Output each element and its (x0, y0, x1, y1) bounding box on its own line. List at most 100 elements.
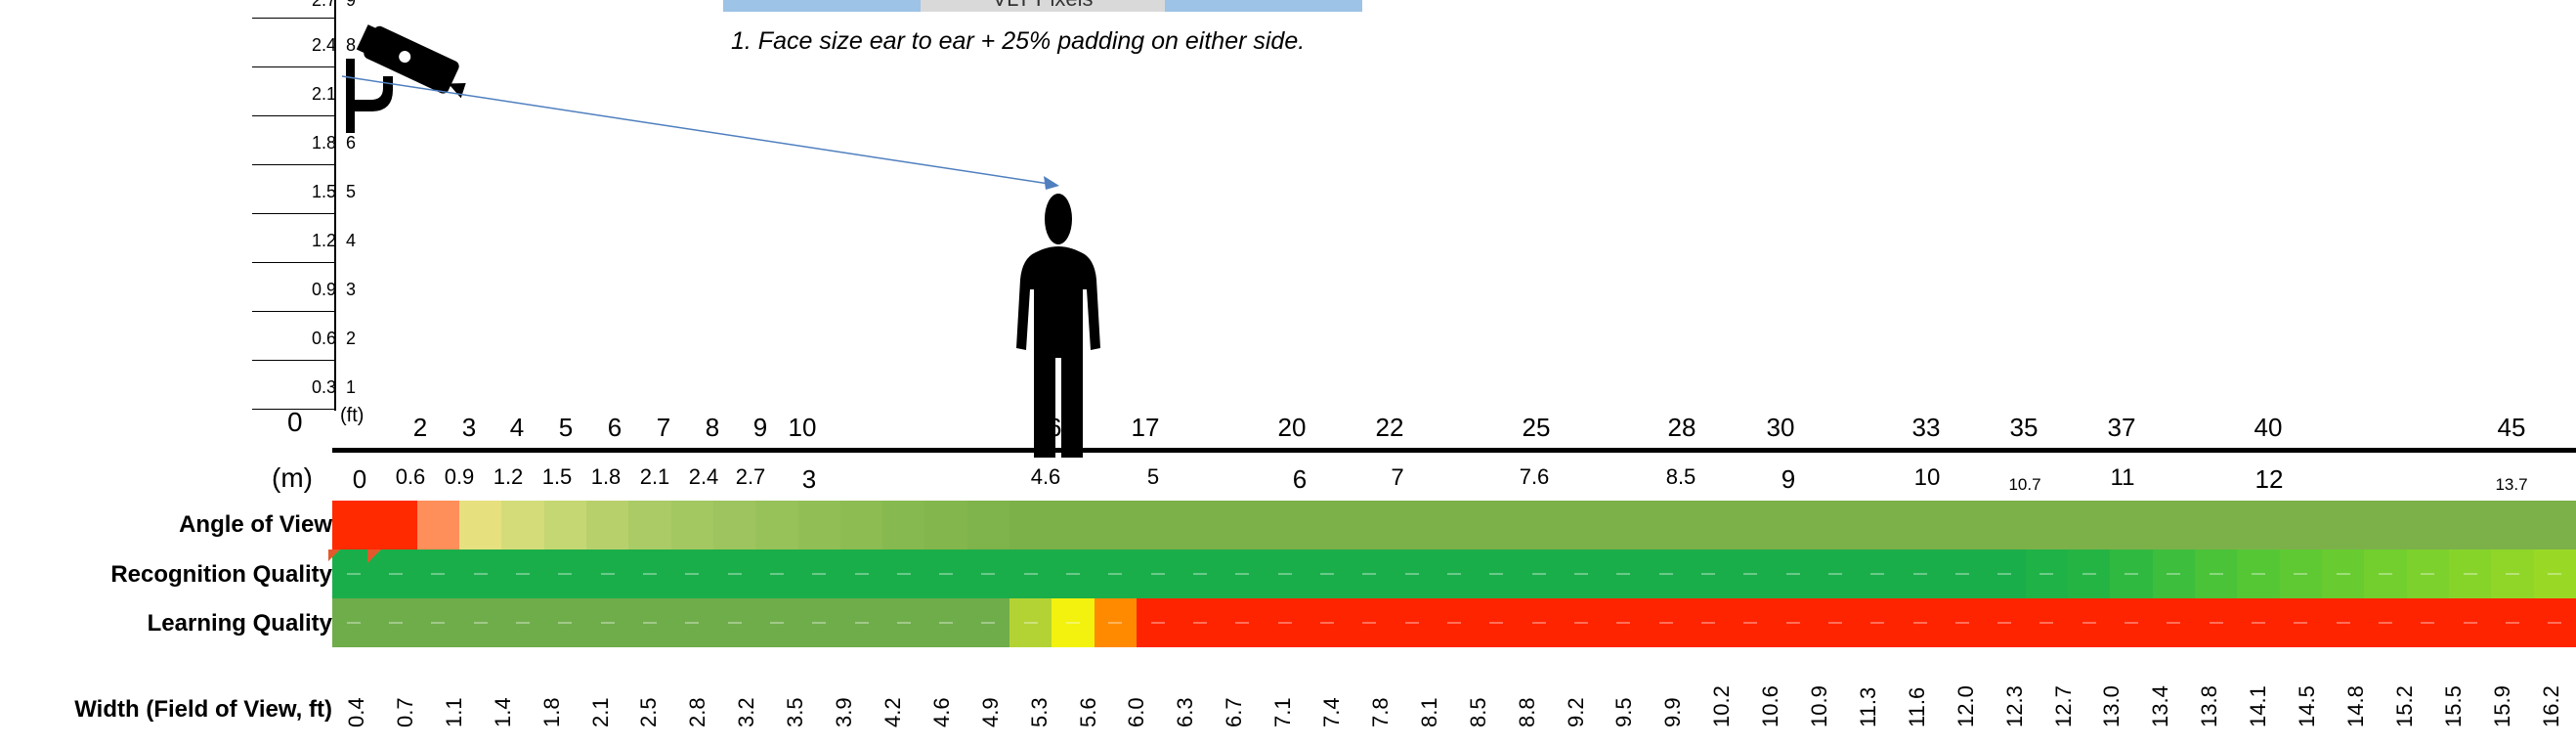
cell-dash (939, 573, 954, 575)
distance-m-tick: 8.5 (1665, 464, 1696, 489)
learning-quality-cell (1475, 598, 1519, 647)
width-value: 2.5 (636, 697, 662, 727)
angle-of-view-cell (2449, 501, 2492, 549)
cell-dash (685, 622, 700, 624)
sight-line-arrow (341, 75, 1059, 190)
cell-dash (1997, 573, 2012, 575)
recognition-quality-cell (1306, 549, 1350, 598)
width-value: 4.2 (880, 697, 905, 727)
width-value: 15.2 (2391, 685, 2417, 727)
learning-quality-cell (1221, 598, 1265, 647)
distance-m-tick: 7.6 (1519, 464, 1550, 489)
learning-quality-cell (2068, 598, 2112, 647)
cell-dash (1404, 573, 1419, 575)
cell-dash (1573, 622, 1588, 624)
learning-quality-cell (1983, 598, 2027, 647)
recognition-quality-cell (1983, 549, 2027, 598)
angle-of-view-cell (2406, 501, 2450, 549)
cell-dash (600, 573, 615, 575)
angle-of-view-cell (966, 501, 1010, 549)
angle-of-view-cell (1814, 501, 1858, 549)
angle-of-view-cell (670, 501, 714, 549)
cell-dash (1277, 622, 1292, 624)
width-value: 8.5 (1465, 697, 1490, 727)
recognition-quality-cell (1856, 549, 1900, 598)
recognition-quality-cell (1009, 549, 1053, 598)
width-value: 4.9 (977, 697, 1003, 727)
learning-quality-cell (1856, 598, 1900, 647)
distance-ft-tick: 4 (509, 413, 525, 442)
distance-m-tick: 9 (1781, 464, 1796, 494)
height-scale-gridline (252, 18, 336, 19)
cell-dash (558, 622, 573, 624)
cell-dash (1785, 573, 1800, 575)
height-scale-row: 1.8 6 (252, 117, 389, 166)
cell-dash (558, 573, 573, 575)
angle-of-view-cell (2237, 501, 2281, 549)
learning-quality-cell (458, 598, 502, 647)
recognition-quality-cell (2364, 549, 2408, 598)
distance-ft-tick: 8 (705, 413, 720, 442)
angle-of-view-cell (1433, 501, 1477, 549)
recognition-quality-cell (1137, 549, 1180, 598)
cell-dash (388, 622, 403, 624)
distance-ft-tick: 16 (1033, 413, 1062, 442)
height-m-value: 0.6 (311, 329, 336, 348)
height-scale-gridline (252, 262, 336, 263)
height-scale-row: 1.2 4 (252, 215, 389, 264)
cell-dash (727, 622, 742, 624)
cell-dash (854, 622, 869, 624)
learning-quality-cell (2364, 598, 2408, 647)
distance-ft-tick: 20 (1277, 413, 1307, 442)
height-scale: 2.7 9 2.482.171.861.551.240.930.620.31 0… (252, 0, 399, 437)
cell-dash (1320, 573, 1335, 575)
distance-ft-tick: 10 (788, 413, 817, 442)
learning-quality-cell (2449, 598, 2492, 647)
recognition-quality-cell (416, 549, 460, 598)
top-table-cell-left (723, 0, 921, 12)
height-scale-gridline (252, 66, 336, 67)
width-value: 9.9 (1660, 697, 1686, 727)
angle-of-view-cell (1009, 501, 1053, 549)
cell-dash (2209, 573, 2223, 575)
cell-dash (1700, 622, 1715, 624)
cell-dash (1827, 573, 1842, 575)
distance-m-tick: 2.4 (688, 464, 719, 489)
angle-of-view-cell (1306, 501, 1350, 549)
learning-quality-cell (2025, 598, 2069, 647)
distance-ft-tick: 40 (2254, 413, 2283, 442)
cell-dash (2125, 573, 2139, 575)
height-scale-gridline (252, 360, 336, 361)
learning-quality-cell (585, 598, 629, 647)
height-ft-value: 9 (346, 0, 357, 10)
width-value: 6.3 (1173, 697, 1198, 727)
cell-dash (2379, 573, 2393, 575)
recognition-quality-cell (501, 549, 545, 598)
distance-ft-tick: 2 (412, 413, 428, 442)
width-value: 5.3 (1026, 697, 1052, 727)
angle-of-view-cell (543, 501, 587, 549)
row-label-recognition-quality: Recognition Quality (110, 561, 332, 588)
width-value: 14.1 (2246, 685, 2271, 727)
height-m-value: 2.4 (311, 35, 336, 55)
angle-of-view-cell (2491, 501, 2535, 549)
recognition-quality-cell (1391, 549, 1434, 598)
recognition-quality-cell (797, 549, 841, 598)
angle-of-view-cell (1137, 501, 1180, 549)
angle-of-view-cell (2279, 501, 2323, 549)
angle-of-view-cell (712, 501, 756, 549)
row-label-width: Width (Field of View, ft) (74, 696, 332, 723)
cell-dash (2125, 622, 2139, 624)
distance-ft-tick: 7 (656, 413, 671, 442)
recognition-quality-cell (882, 549, 926, 598)
distance-m-tick: 0 (352, 464, 367, 494)
cell-dash (1193, 573, 1208, 575)
width-value: 1.4 (490, 697, 515, 727)
angle-of-view-cell (1729, 501, 1773, 549)
angle-of-view-cell (2152, 501, 2196, 549)
recognition-quality-cell (543, 549, 587, 598)
cell-dash (812, 622, 827, 624)
learning-quality-cell (755, 598, 799, 647)
width-value: 8.1 (1416, 697, 1441, 727)
distance-ft-tick: 5 (558, 413, 574, 442)
